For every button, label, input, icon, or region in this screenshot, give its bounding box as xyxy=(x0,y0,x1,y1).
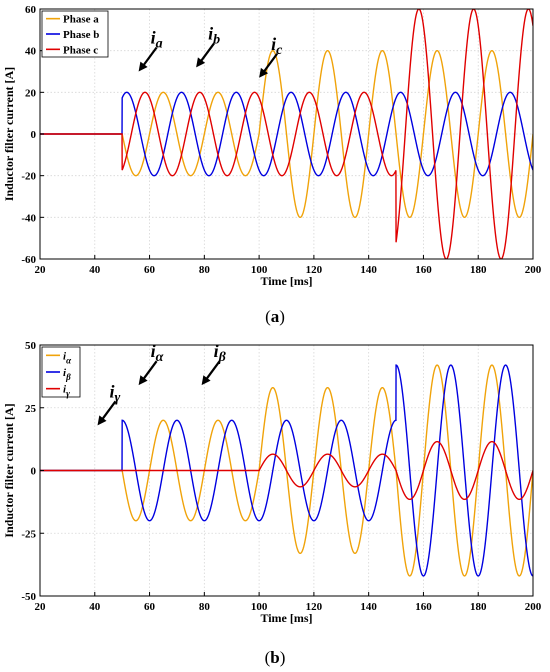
y-tick-label: 0 xyxy=(31,129,37,141)
annotation-arrowhead xyxy=(138,375,148,386)
y-tick-label: -40 xyxy=(21,212,36,224)
legend-entry: iα xyxy=(63,350,72,365)
annotation-arrowhead xyxy=(259,67,269,78)
x-tick-label: 140 xyxy=(360,601,377,613)
legend-entry: Phase b xyxy=(63,29,99,41)
y-tick-label: 60 xyxy=(25,4,37,16)
y-tick-label: 0 xyxy=(31,466,37,478)
x-tick-label: 80 xyxy=(199,601,211,613)
legend-entry: iβ xyxy=(63,367,71,382)
annotation-arrow xyxy=(262,53,278,74)
x-tick-label: 40 xyxy=(89,264,101,276)
x-tick-label: 200 xyxy=(525,601,542,613)
series-line-2 xyxy=(40,91,533,177)
y-tick-label: 40 xyxy=(25,46,37,58)
x-axis-label: Time [ms] xyxy=(260,274,312,288)
series-line-3 xyxy=(40,9,533,259)
y-tick-label: 25 xyxy=(25,403,37,415)
legend-entry: Phase a xyxy=(63,14,99,26)
y-tick-label: -50 xyxy=(21,591,36,603)
annotation-arrowhead xyxy=(97,415,107,426)
x-tick-label: 120 xyxy=(306,601,323,613)
y-tick-label: 50 xyxy=(25,340,37,352)
y-axis-label: Inductor filter current [A] xyxy=(2,403,16,537)
x-tick-label: 40 xyxy=(89,601,101,613)
annotation-label: iγ xyxy=(110,381,121,405)
x-tick-label: 60 xyxy=(144,601,156,613)
x-tick-label: 80 xyxy=(199,264,211,276)
panel-label: (b) xyxy=(265,648,286,667)
series-line-2 xyxy=(40,364,533,577)
x-tick-label: 60 xyxy=(144,264,156,276)
y-axis-label: Inductor filter current [A] xyxy=(2,67,16,201)
annotation-arrow xyxy=(199,42,216,63)
x-tick-label: 160 xyxy=(415,264,432,276)
annotation-label: iα xyxy=(151,341,164,365)
annotation-arrow xyxy=(100,400,117,421)
y-tick-label: -60 xyxy=(21,254,36,266)
annotation-arrow xyxy=(204,360,221,381)
x-tick-label: 160 xyxy=(415,601,432,613)
y-tick-label: -20 xyxy=(21,171,36,183)
x-tick-label: 180 xyxy=(470,601,487,613)
x-tick-label: 200 xyxy=(525,264,542,276)
annotation-label: ic xyxy=(271,34,283,58)
x-tick-label: 140 xyxy=(360,264,377,276)
y-tick-label: 20 xyxy=(25,87,37,99)
x-tick-label: 20 xyxy=(35,601,47,613)
annotation-label: iβ xyxy=(214,341,227,365)
series-line-3 xyxy=(40,440,533,501)
x-axis-label: Time [ms] xyxy=(260,611,312,625)
x-tick-label: 20 xyxy=(35,264,47,276)
annotation-label: ib xyxy=(208,23,220,47)
panel-label: (a) xyxy=(265,307,285,326)
annotation-arrowhead xyxy=(196,57,206,68)
annotation-arrow xyxy=(141,360,158,381)
annotation-arrow xyxy=(141,46,158,68)
y-tick-label: -25 xyxy=(21,528,36,540)
annotation-label: ia xyxy=(151,28,163,52)
chart-panel-2: 20 40 60 80 100 120 140 160 180 200 -50 -25 0 25 50 Tim… xyxy=(2,340,542,667)
annotation-arrowhead xyxy=(201,375,211,386)
x-tick-label: 100 xyxy=(251,264,268,276)
annotation-arrowhead xyxy=(138,61,148,72)
legend: Phase a Phase b Phase c xyxy=(41,10,109,58)
legend: iα iβ iγ xyxy=(41,346,81,399)
legend-entry: iγ xyxy=(63,384,70,399)
x-tick-label: 180 xyxy=(470,264,487,276)
x-tick-label: 100 xyxy=(251,601,268,613)
legend-entry: Phase c xyxy=(63,44,98,56)
chart-panel-1: 20 40 60 80 100 120 140 160 180 200 -60 -40 -20 0 20 40… xyxy=(2,4,542,326)
x-tick-label: 120 xyxy=(306,264,323,276)
